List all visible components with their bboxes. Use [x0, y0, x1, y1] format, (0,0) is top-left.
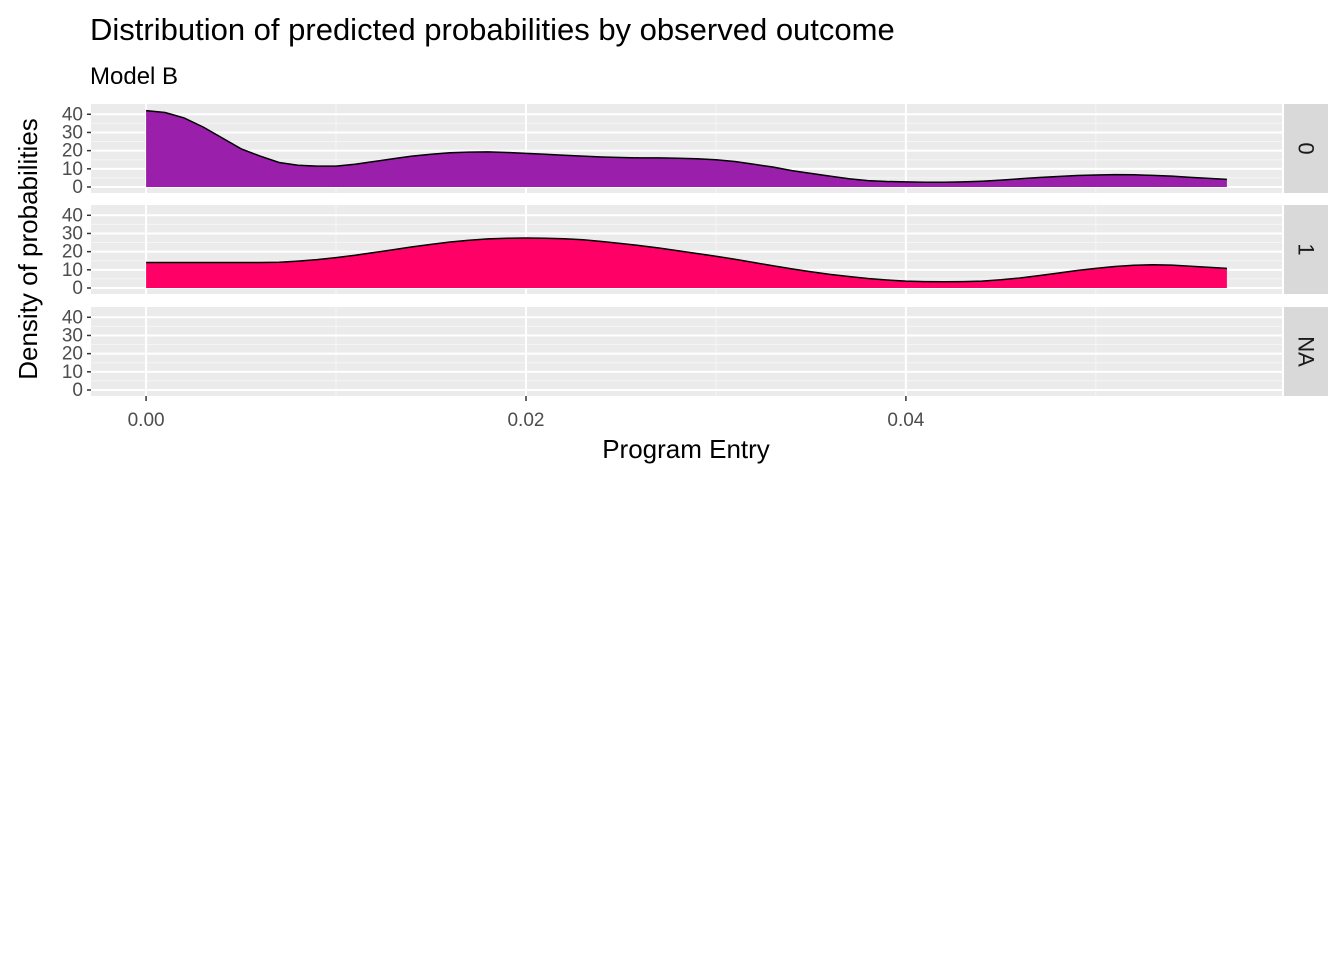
- density-area-1: [146, 238, 1227, 288]
- facet-strip: [1284, 307, 1328, 396]
- y-tick-label: 20: [62, 344, 83, 365]
- x-axis: 0.00 0.02 0.04: [128, 396, 925, 431]
- density-outline-1: [146, 237, 1227, 283]
- panel-background: [91, 307, 1282, 396]
- y-tick-label: 20: [62, 141, 83, 162]
- y-tick-label: 40: [62, 307, 83, 328]
- y-tick-label: 20: [62, 242, 83, 263]
- y-axis-label: Density of probabilities: [13, 118, 43, 380]
- facet-strip-label: 0: [1294, 142, 1319, 154]
- y-tick-label: 10: [62, 260, 83, 281]
- x-tick-label: 0.04: [887, 410, 924, 431]
- y-tick-label: 30: [62, 325, 83, 346]
- y-tick-label: 40: [62, 205, 83, 226]
- y-tick-label: 0: [72, 278, 83, 299]
- facet-strip-label: NA: [1294, 336, 1319, 367]
- facet-strip: [1284, 205, 1328, 294]
- y-tick-label: 30: [62, 223, 83, 244]
- x-tick-label: 0.02: [507, 410, 544, 431]
- y-tick-label: 10: [62, 159, 83, 180]
- density-outline-0: [146, 109, 1227, 184]
- chart-title: Distribution of predicted probabilities …: [90, 12, 895, 47]
- density-area-0: [146, 110, 1227, 187]
- y-tick-label: 0: [72, 177, 83, 198]
- facet-strip-label: 1: [1294, 243, 1319, 255]
- x-axis-label: Program Entry: [602, 434, 770, 464]
- x-tick-label: 0.00: [128, 410, 165, 431]
- y-tick-label: 40: [62, 104, 83, 125]
- y-tick-label: 10: [62, 362, 83, 383]
- y-tick-label: 30: [62, 122, 83, 143]
- facet-strip: [1284, 104, 1328, 193]
- y-tick-label: 0: [72, 380, 83, 401]
- chart-subtitle: Model B: [90, 63, 178, 90]
